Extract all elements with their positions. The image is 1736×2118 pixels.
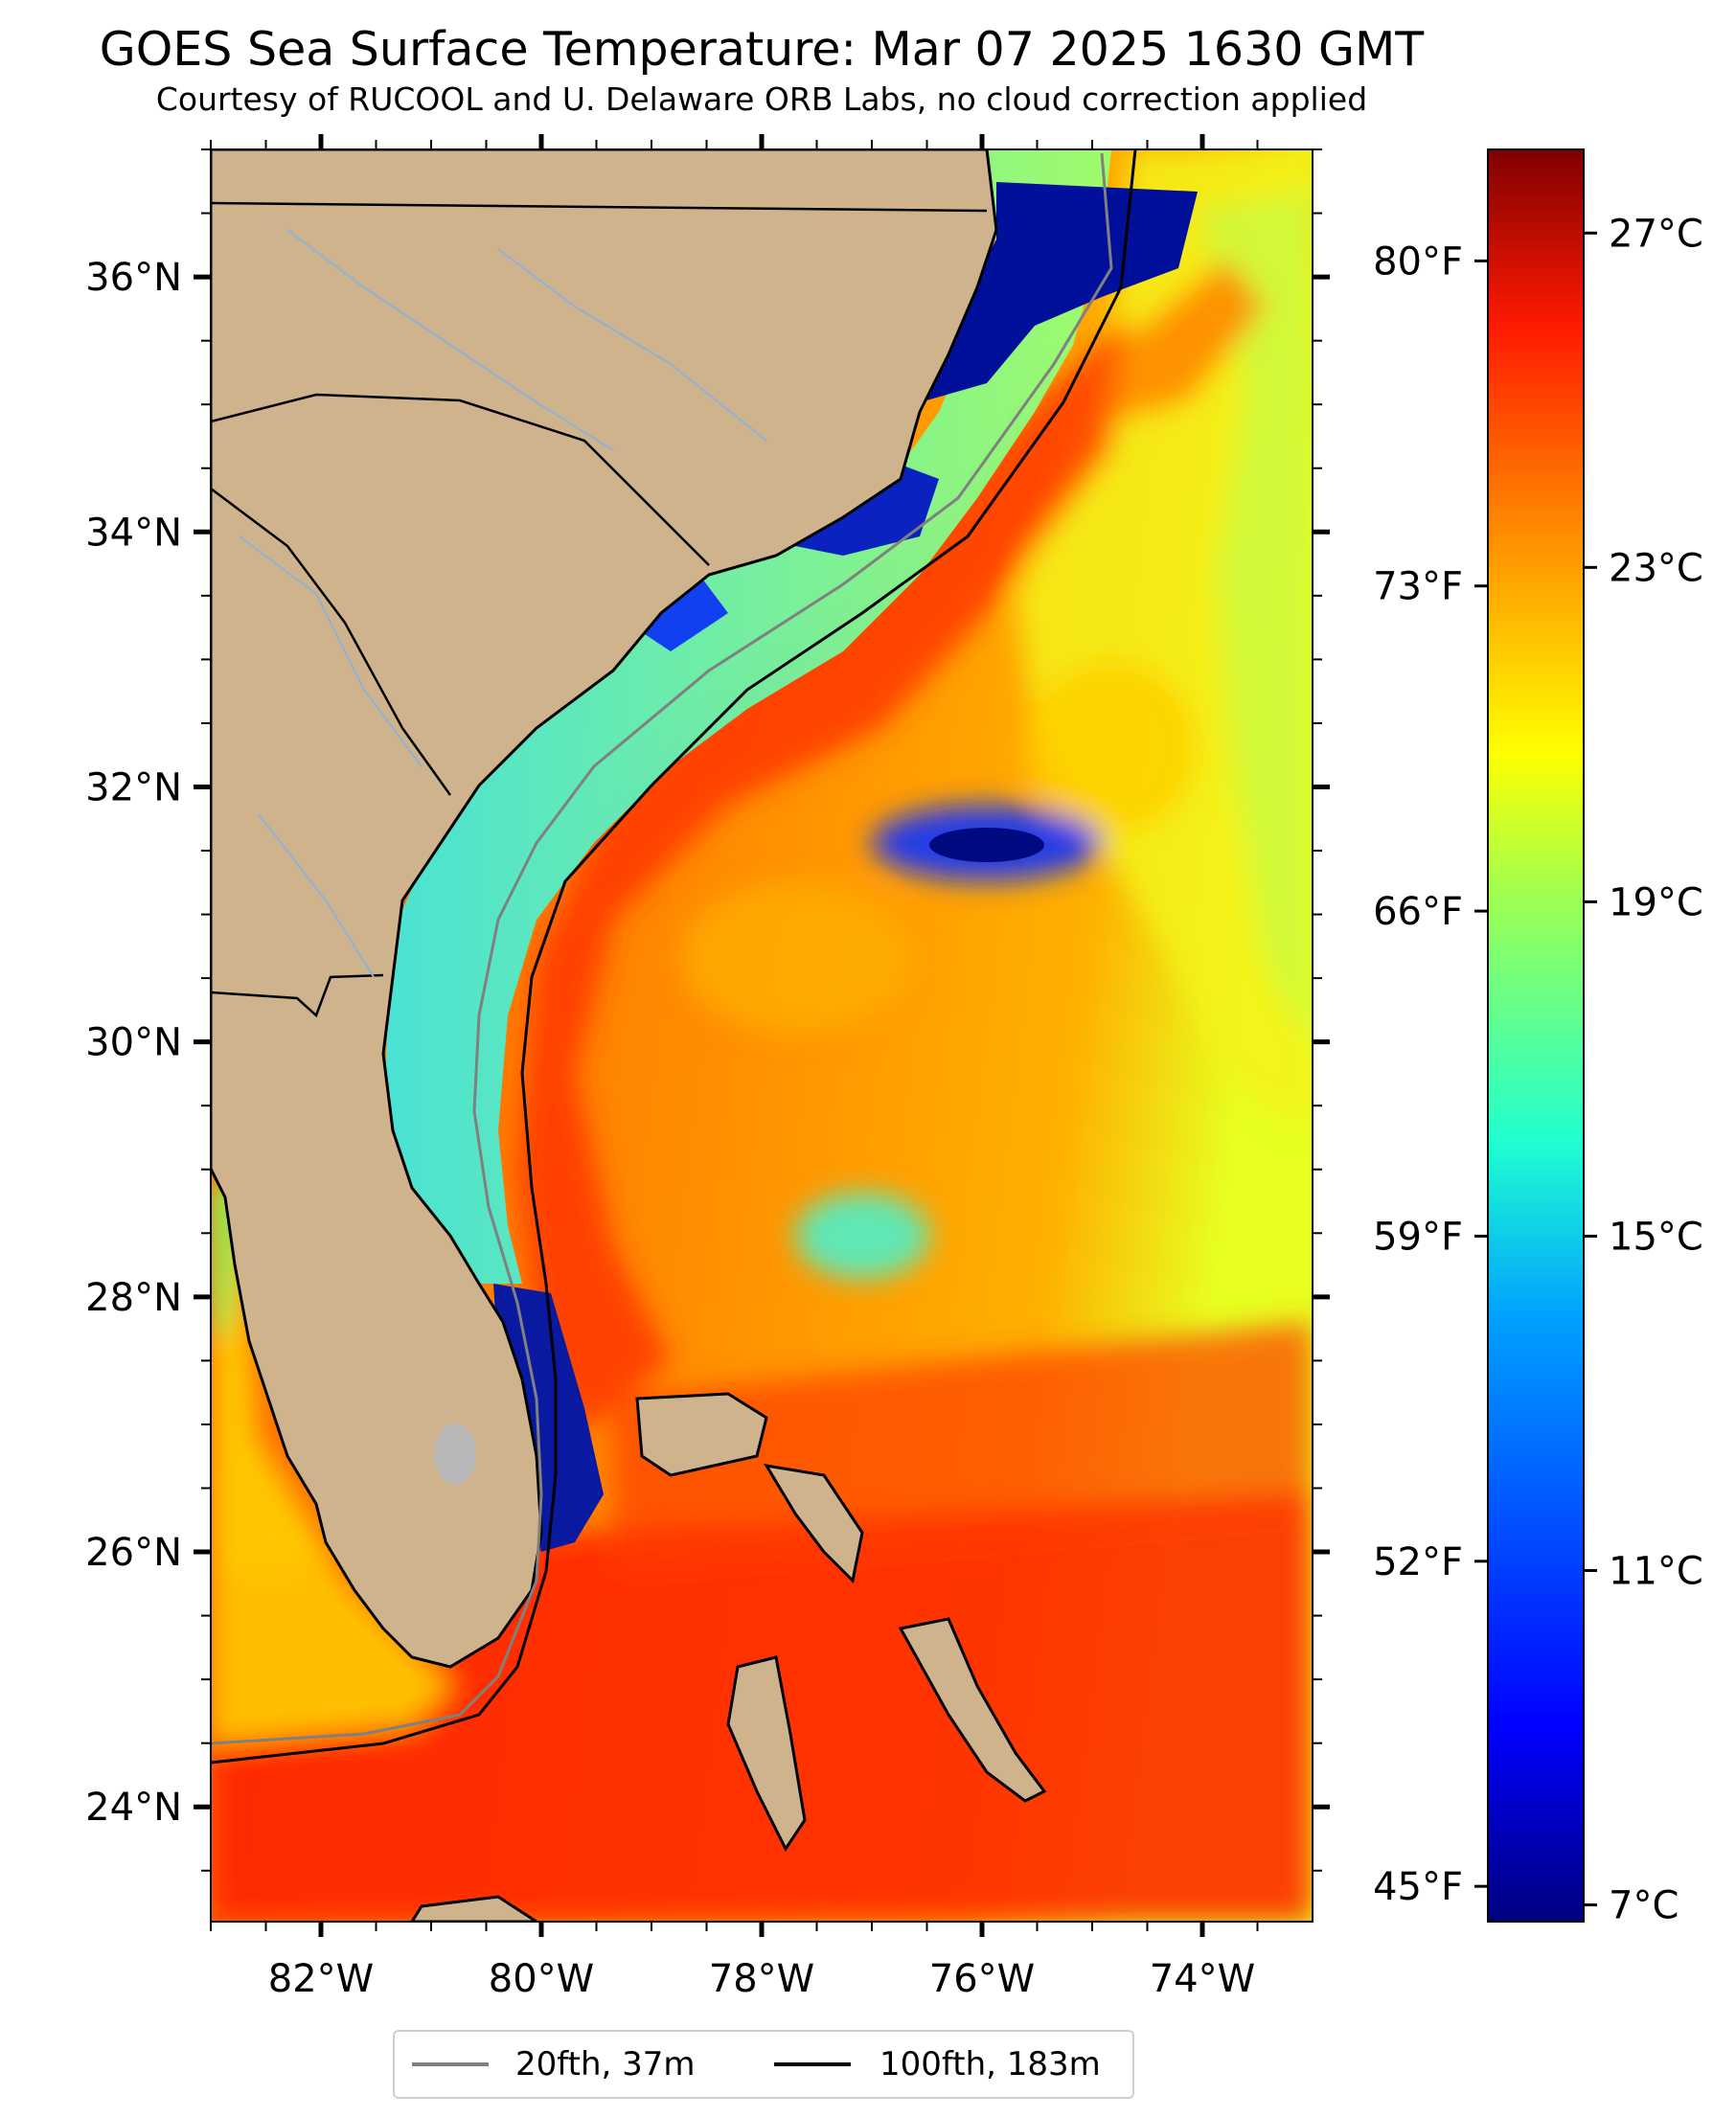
lon-tick-label: 82°W (268, 1957, 374, 2001)
land-grand-bahama (635, 1392, 768, 1477)
colorbar (1487, 148, 1585, 1923)
fahrenheit-tick-label: 80°F (1373, 239, 1463, 284)
celsius-tick-label: 11°C (1609, 1549, 1703, 1593)
isobath-20fth (211, 152, 1113, 1745)
cold-eddy (929, 828, 1044, 862)
cold-water-nc (920, 182, 1198, 402)
land-cuba (410, 1895, 539, 1922)
shelf-water (383, 149, 1111, 1284)
lon-tick-label: 74°W (1150, 1957, 1255, 2001)
fahrenheit-tick-label: 45°F (1373, 1865, 1463, 1909)
colorbar-ticks: 27°C 23°C 19°C 15°C 11°C 7°C 80°F 73°F 66°F 59°F 5… (1373, 212, 1703, 1927)
lon-tick-label: 78°W (709, 1957, 814, 2001)
legend-label-20fth: 20fth, 37m (515, 2045, 696, 2084)
lat-tick-label: 28°N (85, 1276, 182, 1320)
land-eleuthera (898, 1617, 1047, 1803)
land-abaco (764, 1463, 864, 1584)
celsius-tick-label: 15°C (1609, 1215, 1703, 1259)
lon-tick-label: 80°W (489, 1957, 594, 2001)
fahrenheit-tick-label: 59°F (1373, 1215, 1463, 1259)
celsius-tick-label: 23°C (1609, 546, 1703, 590)
map-subtitle: Courtesy of RUCOOL and U. Delaware ORB L… (155, 80, 1368, 118)
map-title: GOES Sea Surface Temperature: Mar 07 202… (99, 22, 1425, 77)
lat-tick-label: 32°N (85, 765, 182, 809)
lon-tick-label: 76°W (929, 1957, 1035, 2001)
lake-okeechobee (434, 1423, 476, 1485)
fahrenheit-tick-label: 73°F (1373, 565, 1463, 609)
fahrenheit-tick-label: 66°F (1373, 890, 1463, 934)
lat-tick-label: 36°N (85, 256, 182, 300)
river-1 (286, 229, 614, 451)
legend-label-100fth: 100fth, 183m (879, 2045, 1101, 2084)
border-sc-ga (211, 488, 452, 796)
border-va-nc (211, 201, 988, 213)
river-2 (239, 535, 423, 767)
isobath-legend: 20fth, 37m 100fth, 183m (393, 2030, 1134, 2099)
legend-swatch-100fth (774, 2062, 851, 2066)
lat-tick-label: 30°N (85, 1021, 182, 1065)
map-axes: 82°W 80°W 78°W 76°W 74°W 36°N 34°N 32°N 30°N 28°N… (85, 134, 1330, 2001)
land-us (211, 149, 998, 1669)
lat-tick-label: 34°N (85, 511, 182, 555)
fahrenheit-tick-label: 52°F (1373, 1540, 1463, 1584)
isobath-100fth (211, 149, 1137, 1765)
border-ga-fl (211, 973, 384, 1018)
land-andros (726, 1655, 807, 1852)
border-nc-sc (211, 393, 710, 566)
cold-water-florida (493, 1284, 604, 1552)
celsius-tick-label: 7°C (1609, 1884, 1679, 1928)
lat-tick-label: 24°N (85, 1786, 182, 1830)
celsius-tick-label: 19°C (1609, 880, 1703, 924)
legend-swatch-20fth (412, 2062, 489, 2066)
lat-tick-label: 26°N (85, 1531, 182, 1575)
map-layers (211, 149, 1313, 1922)
river-3 (497, 248, 767, 442)
celsius-tick-label: 27°C (1609, 212, 1703, 256)
river-4 (258, 813, 375, 978)
